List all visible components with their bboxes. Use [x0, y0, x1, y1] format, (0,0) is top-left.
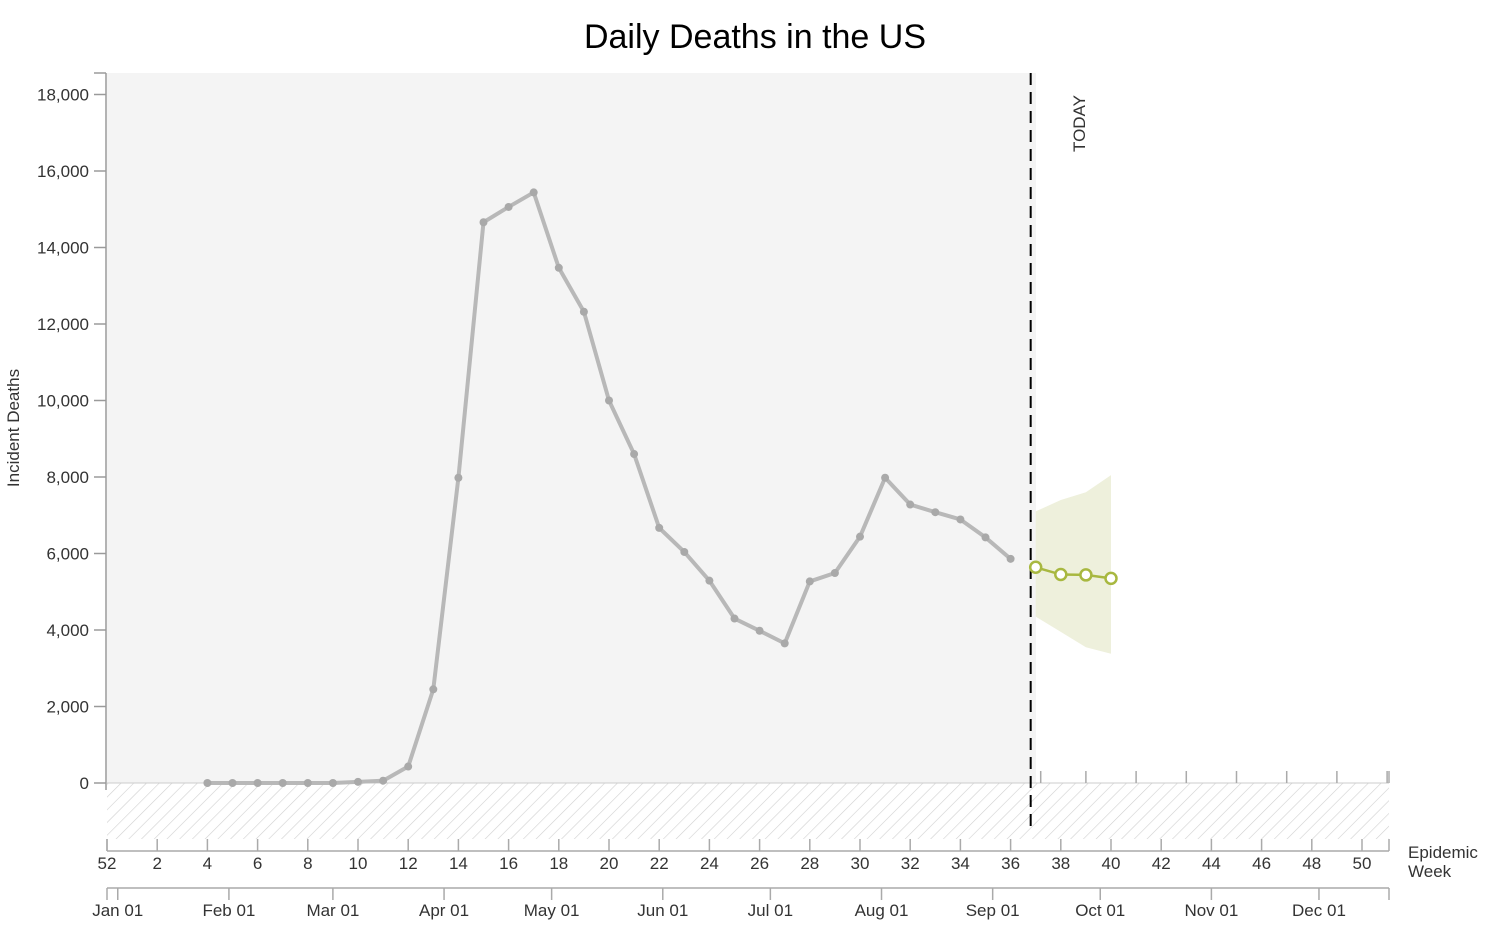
observed-point [956, 515, 965, 524]
observed-point [479, 218, 488, 227]
observed-point [203, 779, 212, 787]
observed-point [454, 473, 463, 482]
observed-point [253, 779, 262, 787]
week-tick-label: 4 [203, 854, 212, 873]
month-tick-label: May 01 [524, 901, 580, 920]
y-tick-label: 14,000 [37, 239, 89, 258]
today-label: TODAY [1070, 95, 1089, 152]
observed-point [755, 626, 764, 635]
observed-point [228, 779, 237, 787]
observed-point [730, 614, 739, 623]
x-axis-title-line1: Epidemic [1408, 843, 1478, 862]
observed-point [303, 779, 312, 787]
forecast-point [1104, 571, 1118, 586]
week-tick-label: 16 [499, 854, 518, 873]
week-tick-label: 48 [1302, 854, 1321, 873]
week-tick-label: 14 [449, 854, 468, 873]
y-tick-label: 6,000 [46, 545, 89, 564]
y-tick-label: 16,000 [37, 162, 89, 181]
observed-point [278, 779, 287, 787]
month-tick-label: Jul 01 [748, 901, 793, 920]
week-tick-label: 6 [253, 854, 262, 873]
observed-point [805, 577, 814, 586]
month-tick-label: Aug 01 [855, 901, 909, 920]
y-tick-label: 2,000 [46, 698, 89, 717]
negative-region-hatch [107, 783, 1389, 839]
y-tick-label: 8,000 [46, 468, 89, 487]
observed-point [354, 777, 362, 786]
month-tick-label: Dec 01 [1292, 901, 1346, 920]
month-tick-label: Oct 01 [1075, 901, 1125, 920]
month-tick-label: Nov 01 [1184, 901, 1238, 920]
week-tick-label: 8 [303, 854, 312, 873]
observed-point [881, 473, 890, 482]
week-tick-label: 10 [349, 854, 368, 873]
observed-point [856, 532, 864, 541]
observed-point [605, 396, 613, 405]
forecast-point [1054, 567, 1068, 582]
y-tick-label: 10,000 [37, 392, 89, 411]
week-tick-label: 26 [750, 854, 769, 873]
month-tick-label: Apr 01 [419, 901, 469, 920]
y-tick-label: 0 [80, 774, 89, 793]
week-tick-label: 34 [951, 854, 970, 873]
observed-point [554, 263, 563, 272]
observed-point [780, 639, 789, 648]
forecast-point [1028, 560, 1043, 575]
week-tick-label: 46 [1252, 854, 1271, 873]
week-tick-label: 38 [1051, 854, 1070, 873]
observed-point [830, 569, 839, 578]
month-tick-label: Sep 01 [966, 901, 1020, 920]
observed-point [429, 685, 438, 694]
forecast-line [1035, 566, 1112, 580]
x-axis-title-line2: Week [1408, 862, 1452, 881]
observed-point [1006, 554, 1015, 563]
observed-point [705, 576, 714, 585]
y-tick-label: 4,000 [46, 621, 89, 640]
y-axis-title: Incident Deaths [4, 369, 23, 487]
week-tick-label: 50 [1353, 854, 1372, 873]
observed-point [379, 776, 388, 785]
week-tick-label: 24 [700, 854, 719, 873]
week-tick-label: 40 [1102, 854, 1121, 873]
week-tick-label: 42 [1152, 854, 1171, 873]
week-tick-label: 18 [549, 854, 568, 873]
week-tick-label: 2 [152, 854, 161, 873]
month-tick-label: Feb 01 [202, 901, 255, 920]
observed-point [529, 188, 538, 197]
month-tick-label: Jun 01 [637, 901, 688, 920]
week-tick-label: 12 [399, 854, 418, 873]
chart-title: Daily Deaths in the US [583, 18, 927, 56]
observed-point [630, 450, 639, 459]
week-tick-label: 20 [600, 854, 619, 873]
observed-point [680, 547, 689, 556]
week-tick-label: 52 [98, 854, 117, 873]
week-tick-label: 36 [1001, 854, 1020, 873]
month-tick-label: Jan 01 [92, 901, 143, 920]
y-tick-label: 12,000 [37, 315, 89, 334]
week-tick-label: 30 [851, 854, 870, 873]
observed-point [579, 307, 588, 316]
week-tick-label: 28 [800, 854, 819, 873]
week-tick-label: 32 [901, 854, 920, 873]
week-tick-label: 44 [1202, 854, 1221, 873]
forecast-interval [1035, 475, 1111, 654]
month-tick-label: Mar 01 [306, 901, 359, 920]
observed-point [504, 202, 513, 211]
observed-point [655, 523, 664, 532]
observed-point [404, 762, 413, 771]
forecast-point [1079, 568, 1093, 582]
observed-point [981, 533, 990, 542]
y-tick-label: 18,000 [37, 86, 89, 105]
observed-point [931, 508, 940, 517]
history-background [107, 73, 1036, 783]
observed-point [906, 500, 915, 509]
week-tick-label: 22 [650, 854, 669, 873]
observed-point [328, 779, 337, 787]
